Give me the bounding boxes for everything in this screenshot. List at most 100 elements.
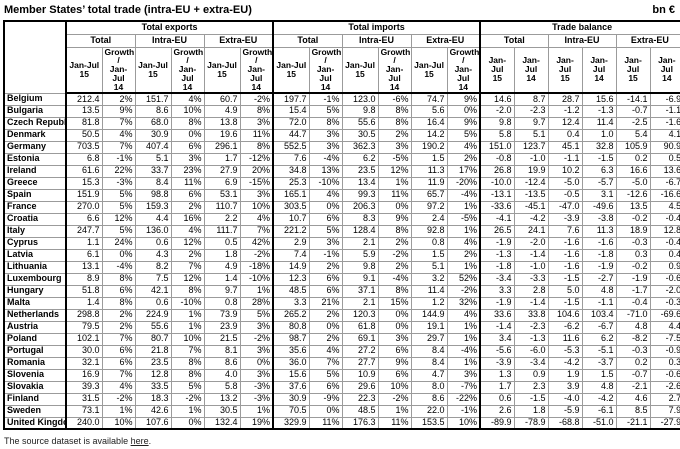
value-cell: 8.4 xyxy=(134,176,172,190)
value-cell: -1.1 xyxy=(649,104,680,118)
value-cell: 32.8 xyxy=(581,140,617,154)
value-cell: 5% xyxy=(308,224,343,238)
value-cell: 0% xyxy=(101,248,136,262)
value-cell: 7.9 xyxy=(649,404,680,418)
table-head: Total exports Total imports Trade balanc… xyxy=(3,20,680,95)
value-cell: 27.2 xyxy=(341,344,379,358)
value-cell: -1.6 xyxy=(649,116,680,130)
value-cell: 26.8 xyxy=(479,164,515,178)
value-cell: 21% xyxy=(308,296,343,310)
value-cell: 23.5 xyxy=(341,164,379,178)
value-cell: 32.1 xyxy=(65,356,103,370)
table-row: Greece 15.3 -3% 8.4 11% 6.9 -15% 25.3 -10% 13.4 1%… xyxy=(3,176,680,190)
table-row: Luxembourg 8.9 8% 7.5 12% 1.4 -10% 12.3 6% 9.1 -4%… xyxy=(3,272,680,286)
value-cell: 144.9 xyxy=(410,308,448,322)
value-cell: 1% xyxy=(170,308,205,322)
value-cell: 3% xyxy=(239,368,274,382)
country-name: Estonia xyxy=(3,152,67,166)
value-cell: 29.7 xyxy=(410,332,448,346)
country-name: Spain xyxy=(3,188,67,202)
value-cell: 270.0 xyxy=(65,200,103,214)
country-name: Hungary xyxy=(3,284,67,298)
value-cell: 8.5 xyxy=(615,404,651,418)
value-cell: 2.3 xyxy=(513,380,549,394)
value-cell: 4% xyxy=(101,128,136,142)
value-cell: 10% xyxy=(170,104,205,118)
value-cell: 0.9 xyxy=(513,368,549,382)
value-cell: 97.2 xyxy=(410,200,448,214)
value-cell: -1.3 xyxy=(513,332,549,346)
value-cell: 120.3 xyxy=(341,308,379,322)
value-cell: -1.9 xyxy=(479,296,515,310)
value-cell: 4.9 xyxy=(203,260,241,274)
value-cell: -14.1 xyxy=(615,92,651,106)
value-cell: 8% xyxy=(170,284,205,298)
value-cell: -2.5 xyxy=(615,116,651,130)
value-cell: 0% xyxy=(308,404,343,418)
value-cell: -1.2 xyxy=(547,104,583,118)
table-row: Cyprus 1.1 24% 0.6 12% 0.5 42% 2.9 3% 2.1 2% 0.8 4% -… xyxy=(3,236,680,250)
value-cell: 16.4 xyxy=(410,116,448,130)
value-cell: 3% xyxy=(239,344,274,358)
value-cell: -47.0 xyxy=(547,200,583,214)
value-cell: -21.1 xyxy=(615,416,651,430)
col-header: Jan-Jul 15 xyxy=(65,46,103,95)
col-header: Jan-Jul 14 xyxy=(581,46,617,95)
value-cell: -0.4 xyxy=(649,236,680,250)
value-cell: 50.5 xyxy=(65,128,103,142)
value-cell: 6% xyxy=(101,284,136,298)
value-cell: 98.8 xyxy=(134,188,172,202)
table-row: Denmark 50.5 4% 30.9 0% 19.6 11% 44.7 3% 30.5 2% 14… xyxy=(3,128,680,142)
value-cell: -5.3 xyxy=(547,344,583,358)
value-cell: 6.2 xyxy=(341,152,379,166)
value-cell: 12% xyxy=(170,236,205,250)
value-cell: 12.8 xyxy=(649,224,680,238)
value-cell: 65.7 xyxy=(410,188,448,202)
value-cell: -8.2 xyxy=(615,332,651,346)
value-cell: 6% xyxy=(308,272,343,286)
value-cell: -4% xyxy=(377,272,412,286)
value-cell: 3.9 xyxy=(547,380,583,394)
value-cell: 14.9 xyxy=(272,260,310,274)
value-cell: 1% xyxy=(377,176,412,190)
value-cell: 5% xyxy=(101,224,136,238)
value-cell: 7.6 xyxy=(272,152,310,166)
value-cell: 11% xyxy=(377,416,412,430)
value-cell: -0.5 xyxy=(547,188,583,202)
corner-cell xyxy=(3,20,67,94)
value-cell: 8% xyxy=(239,140,274,154)
table-row: France 270.0 5% 159.3 2% 110.7 10% 303.5 0% 206.3… xyxy=(3,200,680,214)
col-header: Growth / Jan-Jul 14 xyxy=(377,46,412,95)
source-dataset-link[interactable]: here xyxy=(130,436,149,447)
value-cell: -7% xyxy=(446,380,481,394)
value-cell: -0.7 xyxy=(615,104,651,118)
value-cell: 5% xyxy=(170,380,205,394)
value-cell: 25.3 xyxy=(272,176,310,190)
country-name: Slovenia xyxy=(3,368,67,382)
value-cell: 8.6 xyxy=(203,356,241,370)
value-cell: 4% xyxy=(308,188,343,202)
value-cell: 11.4 xyxy=(410,284,448,298)
value-cell: 15.6 xyxy=(581,92,617,106)
value-cell: 2.9 xyxy=(272,236,310,250)
value-cell: -6.9 xyxy=(649,92,680,106)
country-name: Cyprus xyxy=(3,236,67,250)
value-cell: -4% xyxy=(308,152,343,166)
value-cell: -5.0 xyxy=(547,176,583,190)
table-row: Austria 79.5 2% 55.6 1% 23.9 3% 80.8 0% 61.8 0% 19.… xyxy=(3,320,680,334)
value-cell: 5.6 xyxy=(410,104,448,118)
value-cell: -9% xyxy=(308,392,343,406)
value-cell: 176.3 xyxy=(341,416,379,430)
value-cell: 2% xyxy=(101,92,136,106)
value-cell: 24% xyxy=(101,236,136,250)
value-cell: 13.2 xyxy=(203,392,241,406)
value-cell: 2% xyxy=(446,152,481,166)
value-cell: -1.1 xyxy=(581,296,617,310)
col-header: Jan-Jul 14 xyxy=(513,46,549,95)
value-cell: -3% xyxy=(101,176,136,190)
value-cell: -1.0 xyxy=(513,260,549,274)
value-cell: 10% xyxy=(101,416,136,430)
table-row: United Kingdom240.010%107.60%132.419%329… xyxy=(3,416,680,430)
value-cell: 27.7 xyxy=(341,356,379,370)
value-cell: 1% xyxy=(446,320,481,334)
